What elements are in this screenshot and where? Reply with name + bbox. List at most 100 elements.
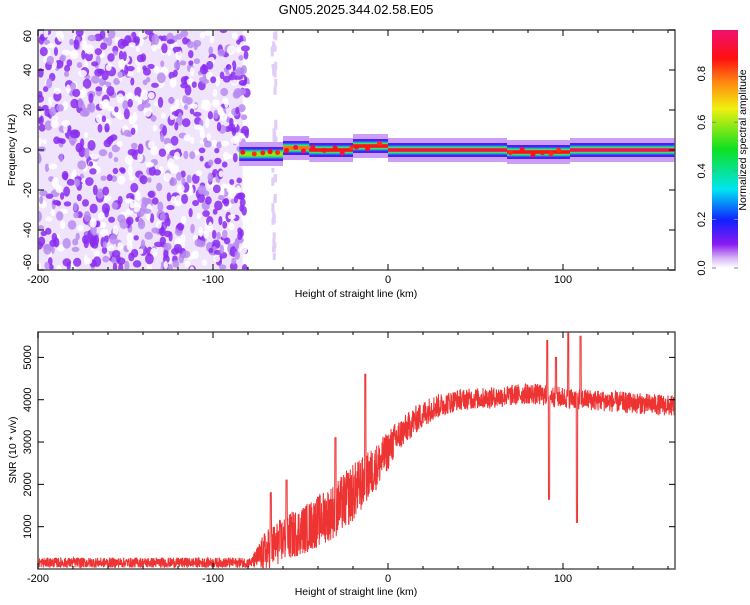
noise-blob — [100, 228, 109, 236]
noise-blob — [219, 113, 228, 121]
noise-blob — [83, 132, 89, 139]
noise-blob — [106, 85, 115, 97]
noise-blob — [70, 98, 79, 109]
noise-blob — [153, 169, 162, 176]
noise-blob — [132, 260, 142, 268]
noise-blob — [100, 175, 107, 181]
noise-blob — [116, 113, 125, 120]
noise-blob — [66, 59, 73, 67]
colorbar-tick-label: 0.6 — [696, 115, 708, 130]
noise-blob — [39, 189, 48, 197]
snr-plot — [38, 332, 675, 569]
noise-blob — [50, 120, 59, 129]
noise-blob — [69, 38, 74, 46]
noise-blob — [107, 30, 116, 39]
noise-blob — [128, 42, 136, 48]
noise-blob — [62, 238, 71, 249]
noise-blob — [234, 74, 244, 80]
noise-blob — [147, 91, 155, 100]
noise-blob — [88, 93, 94, 104]
noise-blob — [182, 250, 191, 259]
band-blob — [556, 147, 562, 153]
noise-blob — [212, 208, 218, 215]
noise-blob — [102, 84, 107, 93]
noise-blob — [142, 208, 152, 214]
noise-blob — [129, 202, 137, 209]
noise-blob — [82, 78, 92, 89]
noise-blob — [229, 262, 238, 270]
noise-blob — [173, 151, 180, 160]
noise-blob — [109, 234, 118, 245]
noise-blob — [214, 157, 222, 165]
noise-blob — [56, 264, 62, 270]
noise-blob — [143, 105, 152, 117]
noise-blob — [38, 262, 42, 270]
noise-blob — [191, 250, 199, 260]
noise-blob — [126, 71, 134, 77]
noise-blob — [150, 115, 157, 122]
noise-blob — [157, 201, 164, 212]
x-tick-label: -100 — [202, 573, 224, 585]
x-tick-label: 0 — [385, 274, 391, 286]
band-blob — [530, 152, 536, 158]
y-tick-label: 20 — [22, 104, 34, 116]
noise-blob — [146, 262, 153, 270]
noise-blob — [44, 261, 50, 270]
noise-blob — [180, 82, 189, 89]
noise-blob — [79, 109, 89, 117]
noise-blob — [61, 170, 69, 180]
noise-blob — [59, 153, 64, 163]
noise-blob — [83, 211, 91, 222]
noise-blob — [208, 247, 214, 254]
colorbar — [712, 30, 738, 268]
band-blob — [251, 151, 257, 157]
noise-blob — [241, 264, 248, 270]
noise-blob — [185, 97, 193, 105]
noise-blob — [111, 144, 120, 153]
noise-blob — [191, 81, 197, 88]
noise-blob — [220, 87, 229, 97]
noise-blob — [231, 32, 238, 40]
noise-blob — [160, 112, 167, 119]
noise-blob — [70, 82, 77, 91]
noise-blob — [159, 212, 166, 221]
noise-blob — [106, 174, 113, 182]
noise-blob — [145, 253, 154, 265]
noise-blob — [175, 33, 183, 40]
noise-blob — [182, 118, 191, 128]
band-segment — [388, 148, 507, 152]
noise-blob — [116, 140, 123, 148]
noise-blob — [123, 129, 131, 137]
noise-blob — [201, 78, 210, 85]
noise-blob — [101, 203, 110, 214]
noise-blob — [73, 39, 80, 50]
noise-blob — [103, 99, 110, 109]
band-blob — [508, 150, 513, 156]
noise-blob — [158, 148, 167, 157]
noise-blob — [193, 58, 201, 65]
band-blob — [310, 144, 316, 150]
noise-blob — [190, 223, 195, 234]
noise-blob — [118, 59, 126, 69]
noise-blob — [137, 152, 143, 163]
noise-blob — [219, 71, 225, 80]
noise-blob — [163, 172, 172, 182]
noise-blob — [223, 197, 230, 207]
noise-blob — [38, 137, 43, 145]
y-tick-label: -40 — [22, 222, 34, 238]
band-blob — [377, 141, 383, 147]
noise-blob — [202, 210, 210, 218]
noise-blob — [117, 242, 124, 251]
y-tick-label: 5000 — [22, 345, 34, 369]
band-blob — [365, 146, 371, 152]
noise-blob — [206, 132, 212, 142]
noise-blob — [156, 72, 166, 84]
noise-blob — [181, 193, 189, 205]
noise-blob — [108, 151, 113, 159]
noise-blob — [73, 178, 81, 187]
noise-blob — [236, 177, 242, 184]
noise-blob — [38, 224, 44, 231]
noise-blob — [100, 42, 108, 50]
noise-blob — [209, 35, 215, 44]
noise-blob — [166, 217, 171, 227]
